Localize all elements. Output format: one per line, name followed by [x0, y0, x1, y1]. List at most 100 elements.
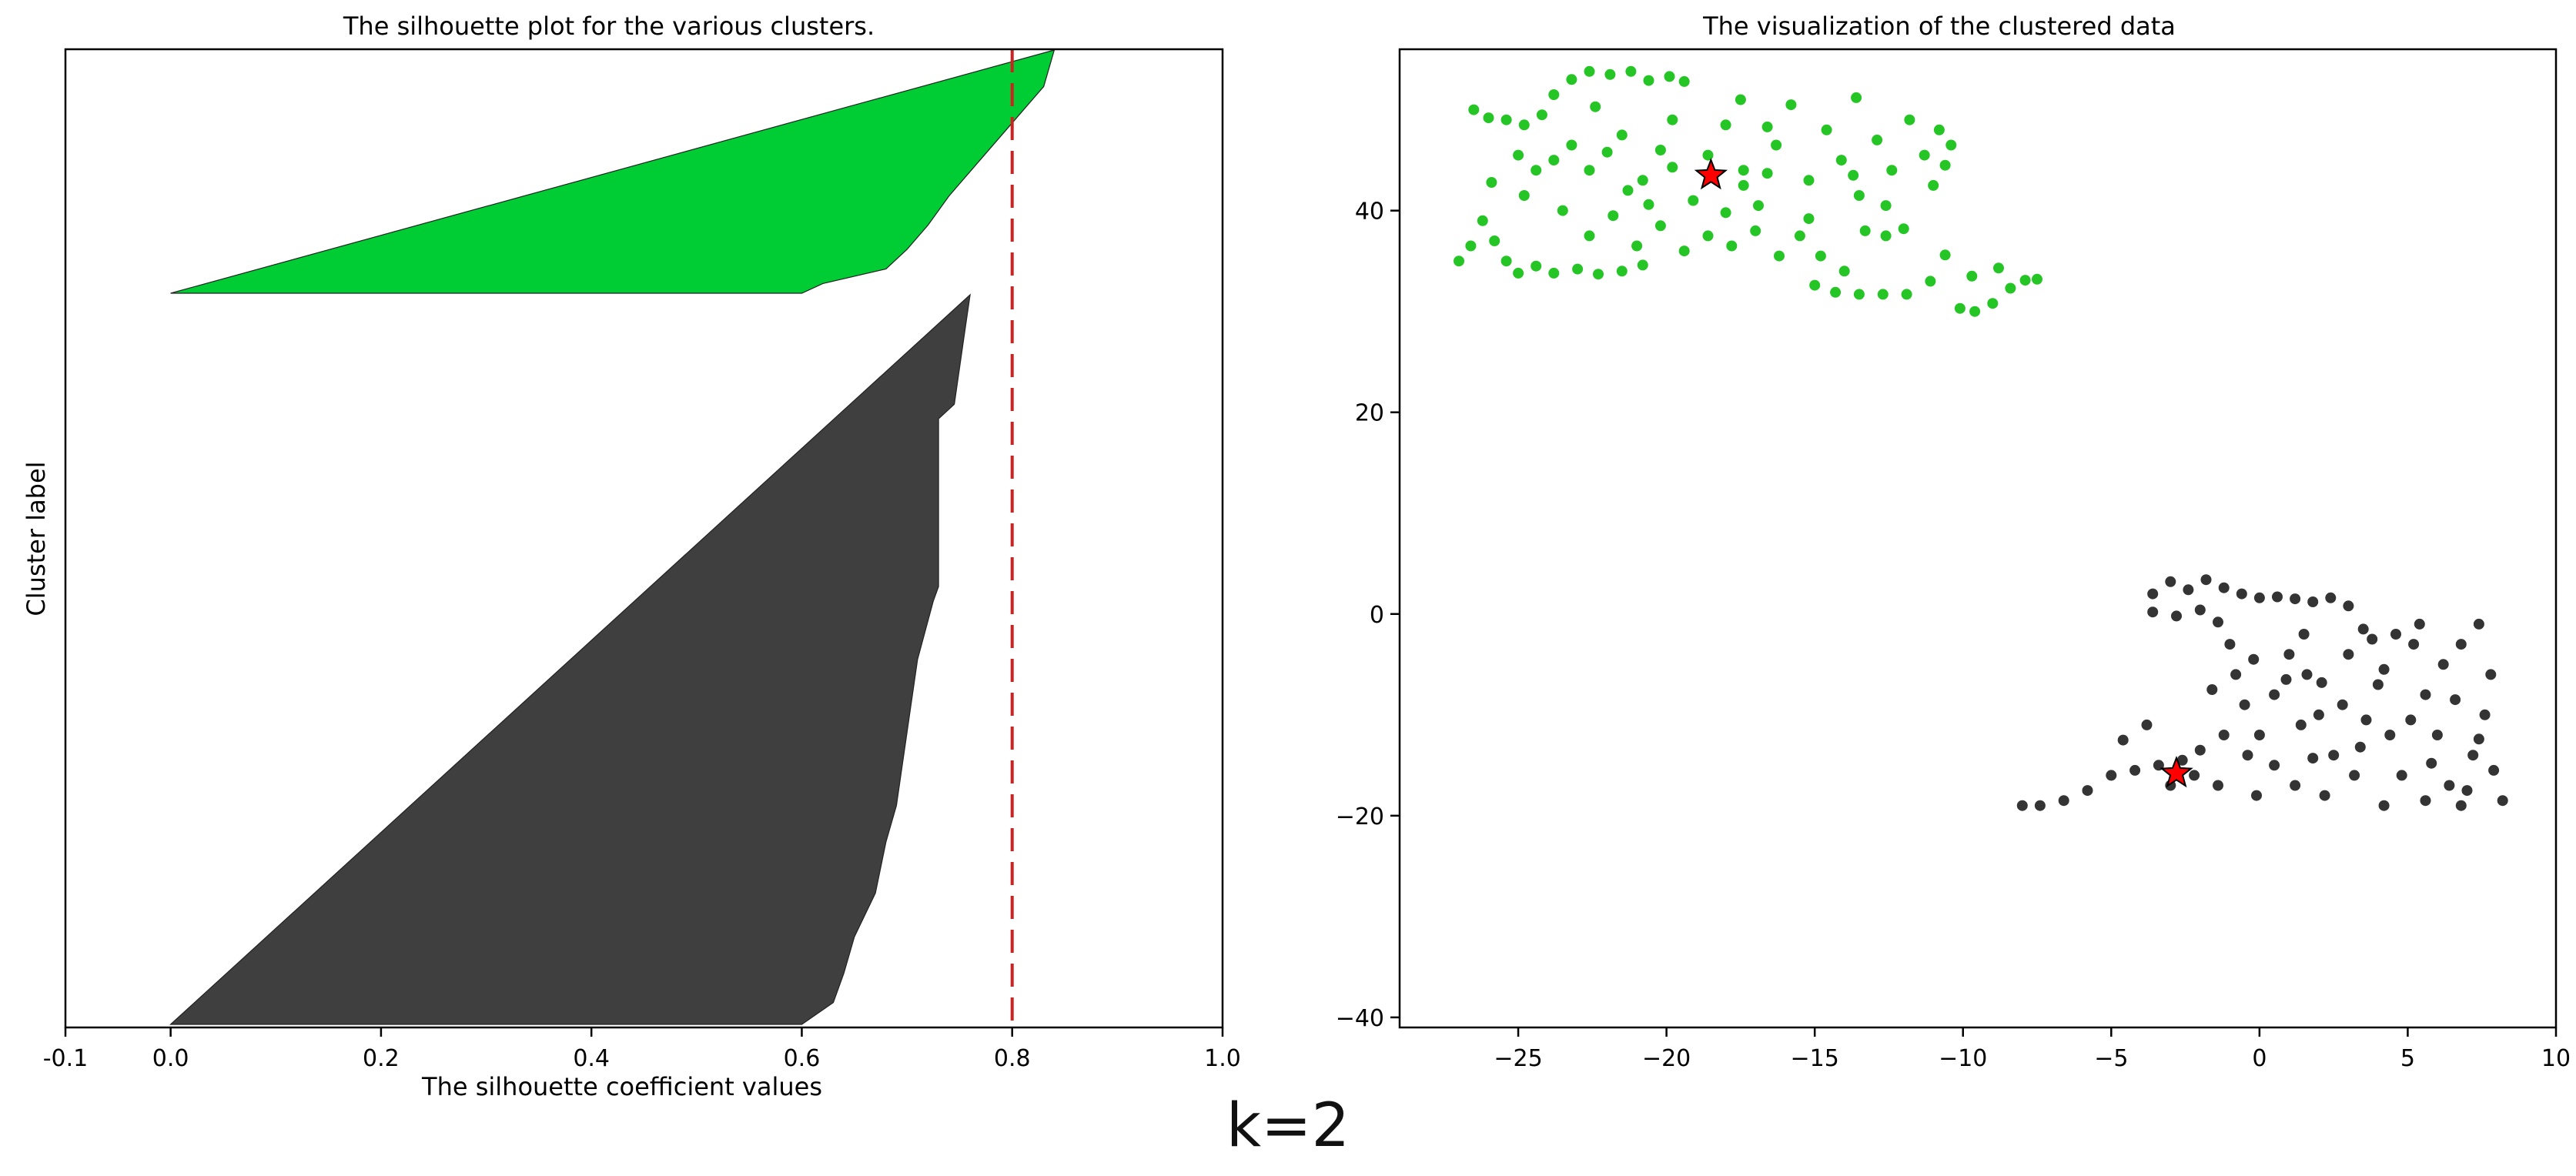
data-point-cluster-1 [1886, 165, 1898, 176]
data-point-cluster-0 [2316, 677, 2327, 688]
scatter-y-tick-label: 20 [1355, 400, 1384, 427]
scatter-y-tick-label: −40 [1336, 1005, 1384, 1032]
data-point-cluster-1 [1454, 256, 1464, 267]
data-point-cluster-1 [1809, 279, 1821, 291]
data-point-cluster-0 [2034, 800, 2046, 811]
scatter-x-tick-label: −15 [1791, 1045, 1839, 1072]
data-point-cluster-0 [2343, 600, 2354, 612]
data-point-cluster-1 [1590, 101, 1601, 112]
data-point-cluster-0 [2444, 780, 2455, 791]
silhouette-x-axis-label: The silhouette coefficient values [421, 1072, 822, 1101]
data-point-cluster-0 [2431, 730, 2443, 740]
data-point-cluster-1 [1678, 75, 1690, 87]
data-point-cluster-0 [2194, 604, 2206, 616]
data-point-cluster-1 [1667, 162, 1678, 173]
data-point-cluster-0 [2171, 610, 2182, 622]
data-point-cluster-0 [2251, 790, 2262, 801]
silhouette-x-tick-label: 0.4 [573, 1045, 610, 1072]
scatter-y-tick-label: 0 [1370, 602, 1384, 629]
data-point-cluster-0 [2218, 582, 2230, 593]
data-point-cluster-1 [1566, 74, 1577, 85]
data-point-cluster-0 [2396, 770, 2407, 781]
data-point-cluster-0 [2016, 800, 2028, 811]
data-point-cluster-1 [1477, 215, 1488, 226]
data-point-cluster-1 [1486, 177, 1497, 188]
data-point-cluster-0 [2183, 584, 2194, 596]
data-point-cluster-0 [2420, 689, 2431, 700]
data-point-cluster-1 [1794, 230, 1805, 242]
data-point-cluster-0 [2165, 576, 2176, 587]
data-point-cluster-1 [1771, 139, 1782, 151]
data-point-cluster-0 [2206, 684, 2218, 695]
data-point-cluster-1 [1720, 207, 1731, 219]
data-point-cluster-1 [1483, 112, 1494, 124]
data-point-cluster-0 [2497, 795, 2508, 807]
data-point-cluster-0 [2467, 750, 2479, 761]
data-point-cluster-0 [2372, 679, 2384, 690]
data-point-cluster-0 [2248, 653, 2260, 665]
data-point-cluster-0 [2230, 669, 2242, 680]
data-point-cluster-1 [1548, 155, 1560, 166]
data-point-cluster-0 [2349, 770, 2360, 781]
scatter-x-tick-label: −10 [1939, 1045, 1987, 1072]
silhouette-plot-title: The silhouette plot for the various clus… [343, 12, 875, 41]
data-point-cluster-1 [1637, 175, 1648, 186]
data-point-cluster-1 [1654, 145, 1666, 155]
data-point-cluster-0 [2280, 673, 2292, 685]
data-point-cluster-1 [1584, 65, 1595, 77]
centroid-markers [1694, 157, 2193, 788]
scatter-x-tick-label: −5 [2094, 1045, 2128, 1072]
scatter-x-tick-label: −20 [1642, 1045, 1691, 1072]
data-point-cluster-1 [1898, 223, 1909, 235]
data-point-cluster-1 [1761, 121, 1773, 132]
data-point-cluster-0 [2488, 764, 2500, 776]
data-point-cluster-0 [2129, 764, 2141, 776]
data-point-cluster-1 [1904, 114, 1915, 125]
data-point-cluster-1 [1969, 306, 1981, 317]
data-point-cluster-1 [1987, 298, 1999, 309]
data-point-cluster-0 [2283, 649, 2295, 660]
data-point-cluster-1 [1815, 250, 1826, 262]
silhouette-y-axis-label: Cluster label [22, 461, 51, 616]
data-point-cluster-0 [2367, 633, 2378, 645]
data-point-cluster-0 [2117, 734, 2129, 746]
data-point-cluster-0 [2239, 699, 2250, 710]
data-point-cluster-1 [1919, 149, 1930, 161]
data-point-cluster-0 [2272, 591, 2283, 603]
data-point-cluster-1 [1500, 114, 1512, 125]
data-point-cluster-1 [1631, 240, 1643, 252]
scatter-plot-frame [1398, 48, 2558, 1029]
scatter-x-tick-label: 5 [2400, 1045, 2415, 1072]
data-point-cluster-1 [1720, 119, 1731, 131]
data-point-cluster-1 [1945, 139, 1957, 151]
data-point-cluster-1 [1877, 289, 1889, 300]
data-point-cluster-1 [1557, 205, 1568, 216]
silhouette-x-tick-label: -0.1 [43, 1045, 89, 1072]
data-point-cluster-1 [1925, 276, 1936, 287]
scatter-x-ticks: −25 −20 −15 −10 −5 0 5 10 [1494, 1027, 2571, 1072]
data-point-cluster-0 [2405, 714, 2417, 726]
data-point-cluster-1 [1637, 259, 1648, 271]
silhouette-area-cluster-0 [169, 293, 971, 1025]
data-point-cluster-0 [2189, 770, 2200, 781]
data-point-cluster-0 [2408, 639, 2420, 650]
data-point-cluster-1 [1664, 71, 1675, 82]
data-point-cluster-1 [1901, 289, 1912, 300]
data-point-cluster-1 [1548, 267, 1560, 279]
data-point-cluster-0 [2301, 669, 2313, 680]
data-point-cluster-1 [1702, 230, 1714, 242]
silhouette-area-cluster-1 [170, 49, 1055, 294]
data-point-cluster-1 [2005, 282, 2016, 294]
data-point-cluster-0 [2213, 780, 2223, 791]
data-point-cluster-0 [2378, 800, 2390, 811]
data-point-cluster-1 [1572, 263, 1584, 275]
data-point-cluster-1 [1667, 114, 1678, 125]
data-point-cluster-1 [1513, 149, 1524, 161]
data-point-cluster-0 [2328, 750, 2340, 761]
data-point-cluster-0 [2290, 593, 2301, 605]
data-point-cluster-1 [1604, 68, 1616, 80]
silhouette-x-ticks: -0.1 0.0 0.2 0.4 0.6 0.8 1.0 [43, 1027, 1241, 1072]
data-point-cluster-0 [2479, 709, 2491, 720]
data-point-cluster-0 [2298, 629, 2310, 640]
